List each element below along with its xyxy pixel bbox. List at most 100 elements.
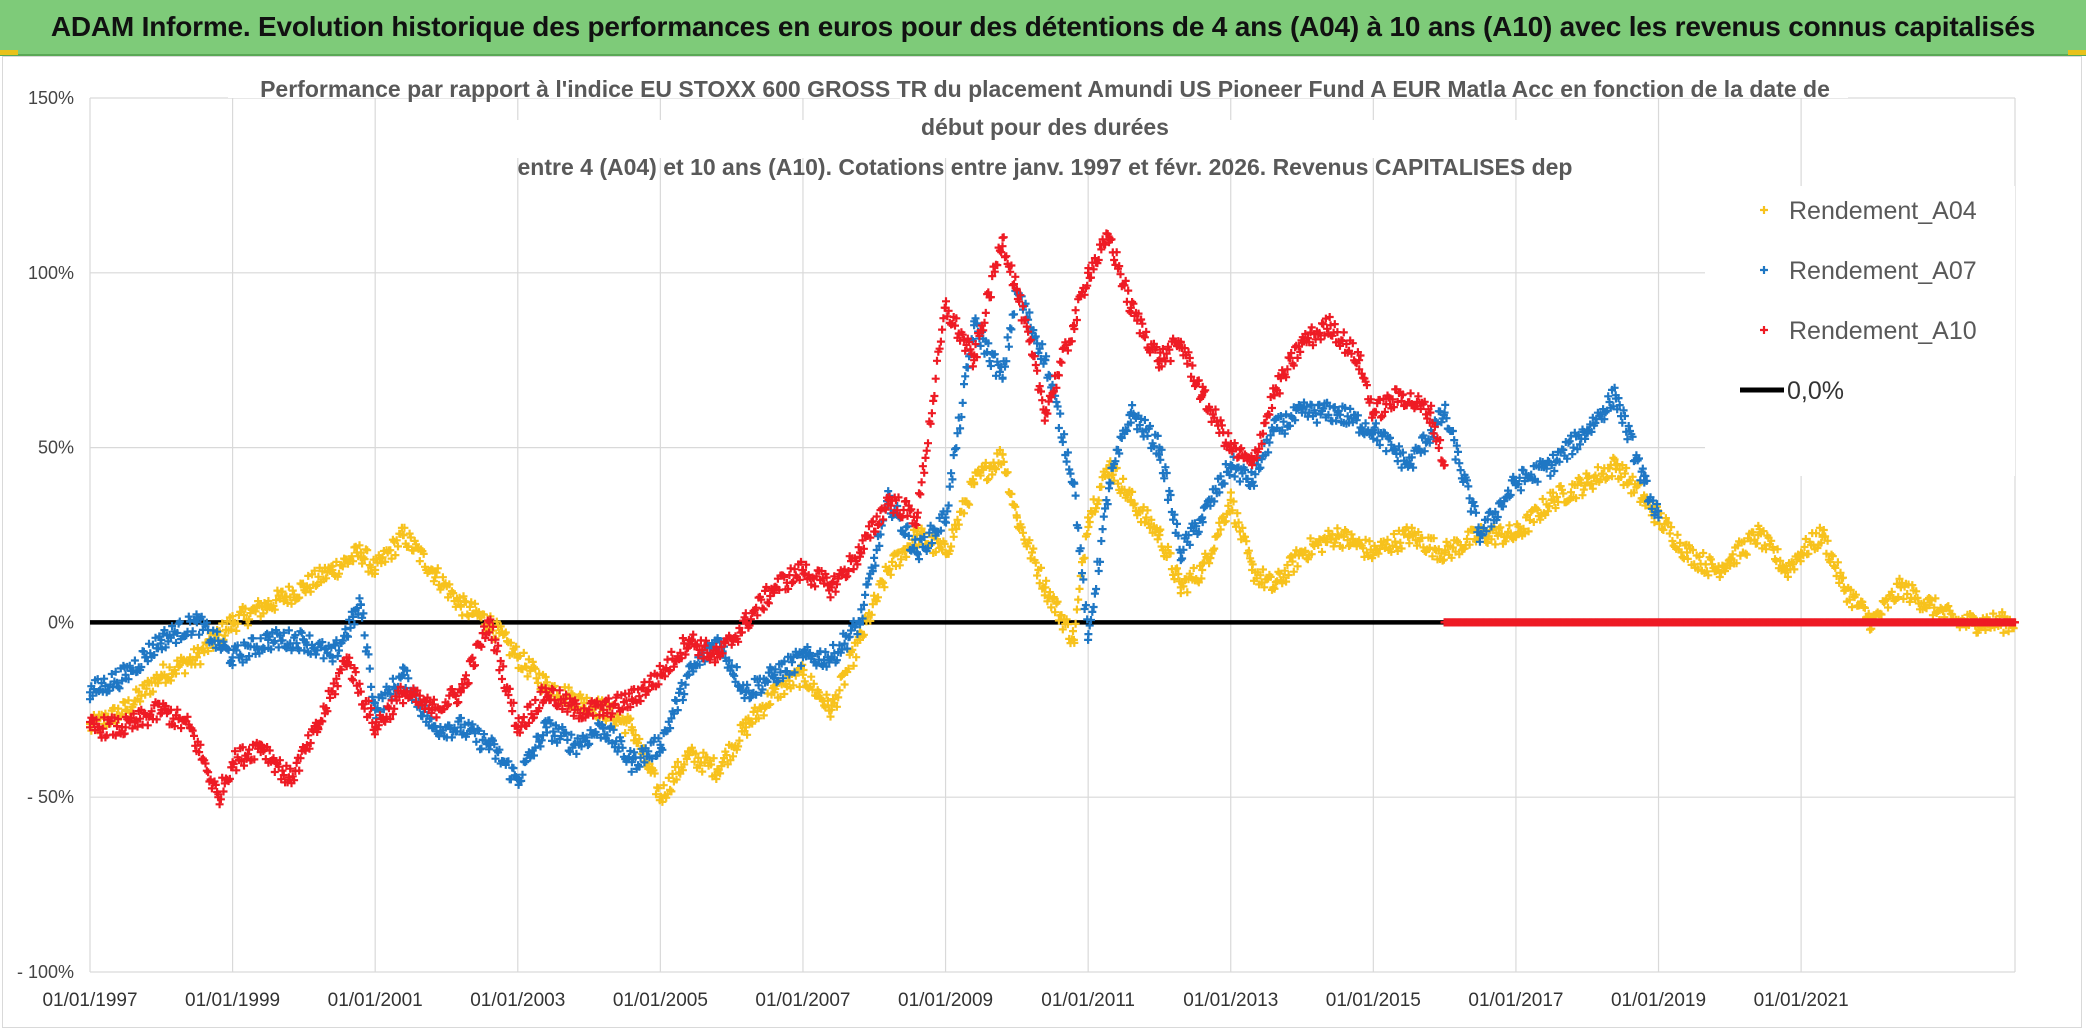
data-point-rendement_a04 [960,509,968,518]
data-point-rendement_a07 [626,747,635,755]
data-point-rendement_a04 [1448,543,1457,552]
data-point-rendement_a04 [654,784,663,793]
data-point-rendement_a04 [1742,550,1751,559]
data-point-rendement_a10 [1183,359,1192,368]
data-point-rendement_a04 [1092,504,1101,513]
data-point-rendement_a07 [1477,529,1486,538]
data-point-rendement_a07 [1210,497,1219,506]
data-point-rendement_a07 [386,690,395,698]
data-point-rendement_a10 [609,701,618,710]
data-point-rendement_a07 [1241,466,1249,474]
data-point-rendement_a10 [930,392,939,400]
data-point-rendement_a07 [1081,601,1090,610]
data-point-rendement_a04 [1465,540,1474,549]
data-point-rendement_a10 [572,699,581,708]
data-point-rendement_a04 [746,718,755,727]
data-point-rendement_a10 [961,346,970,355]
data-point-rendement_a07 [1516,486,1525,495]
data-point-rendement_a10 [1166,357,1175,365]
data-point-rendement_a10 [399,699,408,708]
data-point-rendement_a04 [129,700,138,709]
data-point-rendement_a04 [314,572,323,581]
data-point-rendement_a10 [413,686,422,695]
data-point-rendement_a04 [1447,553,1456,562]
data-point-rendement_a10 [1257,439,1266,448]
data-point-rendement_a04 [1142,513,1151,522]
data-point-rendement_a10 [660,672,669,681]
data-point-rendement_a07 [370,699,379,707]
data-point-rendement_a10 [531,696,540,704]
data-point-rendement_a04 [1328,530,1337,539]
data-point-rendement_a10 [356,687,365,696]
data-point-rendement_a04 [370,569,379,578]
data-point-rendement_a10 [1125,307,1134,315]
data-point-rendement_a07 [803,643,812,652]
data-point-rendement_a04 [1396,538,1405,547]
data-point-rendement_a04 [1439,555,1448,564]
data-point-rendement_a07 [1060,430,1069,439]
data-point-rendement_a10 [879,515,888,524]
data-point-rendement_a07 [1628,432,1637,441]
data-point-rendement_a04 [1699,549,1708,557]
data-point-rendement_a04 [1043,597,1052,606]
data-point-rendement_a10 [831,587,840,596]
data-point-rendement_a04 [1895,574,1904,583]
data-point-rendement_a10 [971,340,980,349]
data-point-rendement_a07 [1624,422,1633,430]
data-point-rendement_a04 [1567,488,1575,497]
data-point-rendement_a07 [1527,470,1536,479]
data-point-rendement_a10 [562,690,571,699]
data-point-rendement_a07 [865,574,873,583]
data-point-rendement_a04 [1179,582,1188,591]
data-point-rendement_a04 [1197,574,1206,583]
data-point-rendement_a10 [1080,290,1089,299]
data-point-rendement_a10 [1026,335,1035,344]
data-point-rendement_a04 [1821,532,1830,541]
data-point-rendement_a10 [1216,416,1225,425]
data-point-rendement_a10 [857,549,866,558]
data-point-rendement_a10 [936,337,945,346]
data-point-rendement_a07 [124,675,133,684]
data-point-rendement_a10 [1352,359,1361,368]
data-point-rendement_a07 [1074,523,1083,532]
data-point-rendement_a04 [698,767,707,776]
data-point-rendement_a04 [456,602,465,611]
data-point-rendement_a10 [243,750,252,759]
data-point-rendement_a07 [609,725,618,734]
data-point-rendement_a10 [1067,337,1076,346]
data-point-rendement_a04 [965,500,974,509]
data-point-rendement_a04 [1369,551,1378,560]
data-point-rendement_a04 [399,531,408,540]
data-point-rendement_a10 [580,704,589,713]
data-point-rendement_a07 [942,518,950,527]
data-point-rendement_a07 [1620,412,1629,420]
data-point-rendement_a04 [729,752,737,761]
data-point-rendement_a07 [197,612,206,621]
data-point-rendement_a07 [920,533,929,541]
data-point-rendement_a04 [635,735,644,743]
data-point-rendement_a07 [284,626,293,635]
data-point-rendement_a10 [1140,333,1149,342]
data-point-rendement_a07 [137,663,146,671]
data-point-rendement_a04 [998,450,1007,459]
data-point-rendement_a04 [691,749,700,758]
data-point-rendement_a07 [1420,447,1429,456]
data-point-rendement_a04 [1628,472,1637,481]
data-point-rendement_a07 [998,374,1007,383]
data-point-rendement_a07 [1456,466,1465,475]
data-point-rendement_a07 [725,656,734,665]
data-point-rendement_a04 [1338,543,1347,552]
data-point-rendement_a04 [1981,626,1990,634]
data-point-rendement_a04 [1083,530,1092,538]
data-point-rendement_a07 [961,372,970,381]
data-point-rendement_a04 [1836,568,1845,577]
data-point-rendement_a04 [723,760,732,769]
data-point-rendement_a10 [1255,444,1264,453]
data-point-rendement_a04 [227,625,236,634]
data-point-rendement_a07 [1080,605,1089,613]
data-point-rendement_a04 [1282,577,1291,586]
title-background [495,120,1595,158]
data-point-rendement_a07 [360,631,369,640]
data-point-rendement_a07 [1514,480,1523,489]
data-point-rendement_a10 [740,613,749,622]
